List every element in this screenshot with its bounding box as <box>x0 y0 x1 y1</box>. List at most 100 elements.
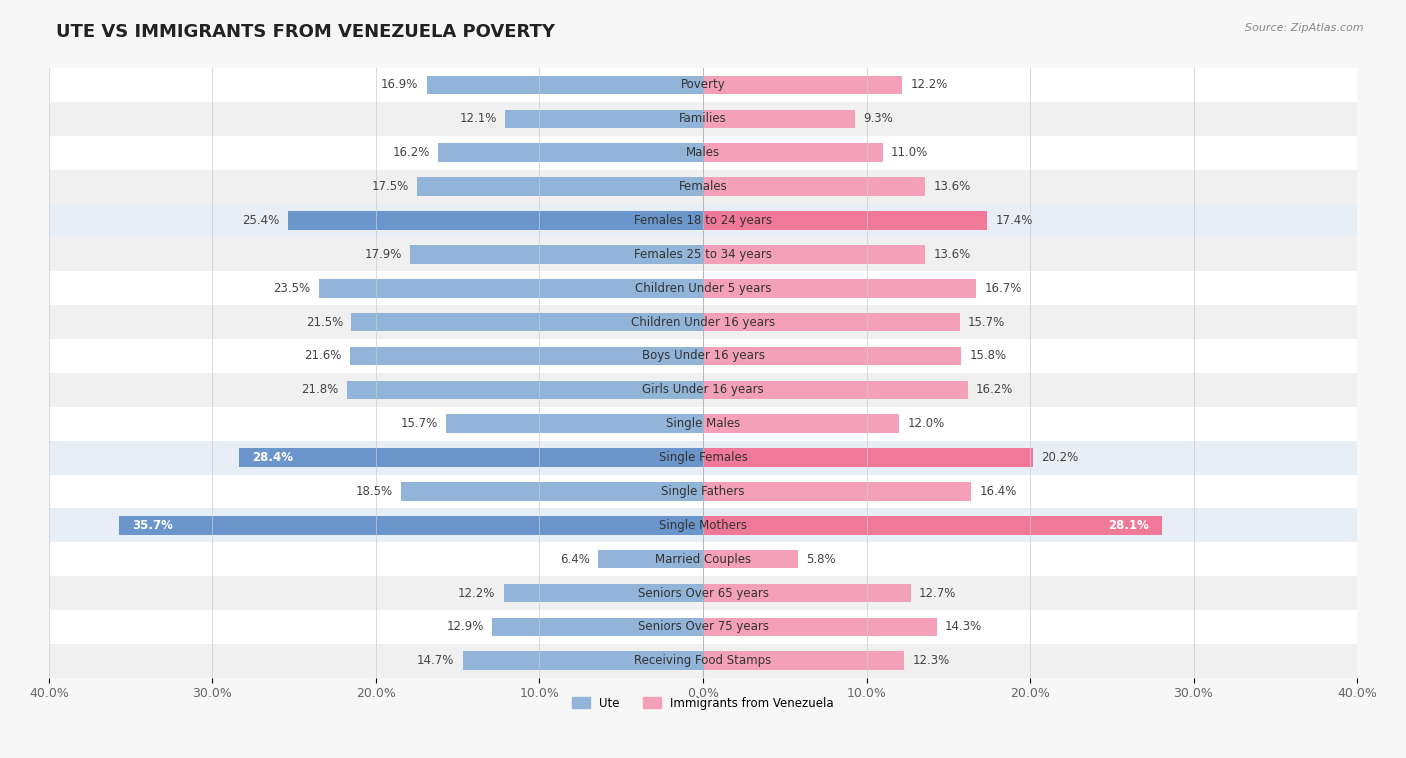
Text: 12.1%: 12.1% <box>460 112 496 125</box>
Text: 12.9%: 12.9% <box>447 620 484 634</box>
Bar <box>49 102 1357 136</box>
Text: 13.6%: 13.6% <box>934 180 970 193</box>
Bar <box>49 509 1357 542</box>
Text: Single Fathers: Single Fathers <box>661 485 745 498</box>
Bar <box>503 584 703 603</box>
Bar <box>416 177 703 196</box>
Bar <box>49 68 1357 102</box>
Text: 21.6%: 21.6% <box>304 349 342 362</box>
Text: 12.2%: 12.2% <box>911 79 948 92</box>
Bar <box>703 618 936 636</box>
Bar <box>703 76 903 94</box>
Bar <box>319 279 703 298</box>
Bar <box>288 211 703 230</box>
Bar <box>505 110 703 128</box>
Bar <box>463 651 703 670</box>
Text: Married Couples: Married Couples <box>655 553 751 565</box>
Text: Girls Under 16 years: Girls Under 16 years <box>643 384 763 396</box>
Bar <box>49 204 1357 237</box>
Text: 13.6%: 13.6% <box>934 248 970 261</box>
Bar <box>49 542 1357 576</box>
Bar <box>401 482 703 501</box>
Text: 21.8%: 21.8% <box>301 384 339 396</box>
Bar <box>446 415 703 433</box>
Bar <box>49 339 1357 373</box>
Bar <box>703 448 1033 467</box>
Text: 28.4%: 28.4% <box>252 451 292 464</box>
Bar <box>49 170 1357 204</box>
Text: 17.4%: 17.4% <box>995 214 1033 227</box>
Bar <box>49 271 1357 305</box>
Text: Females 18 to 24 years: Females 18 to 24 years <box>634 214 772 227</box>
Bar <box>49 407 1357 440</box>
Bar <box>703 110 855 128</box>
Text: 18.5%: 18.5% <box>356 485 392 498</box>
Text: 16.2%: 16.2% <box>392 146 430 159</box>
Text: 12.0%: 12.0% <box>907 417 945 431</box>
Text: Families: Families <box>679 112 727 125</box>
Bar <box>703 516 1163 534</box>
Bar <box>703 381 967 399</box>
Text: Single Mothers: Single Mothers <box>659 518 747 532</box>
Bar <box>49 576 1357 610</box>
Text: 16.9%: 16.9% <box>381 79 419 92</box>
Text: 16.2%: 16.2% <box>976 384 1014 396</box>
Bar <box>703 651 904 670</box>
Bar <box>239 448 703 467</box>
Text: UTE VS IMMIGRANTS FROM VENEZUELA POVERTY: UTE VS IMMIGRANTS FROM VENEZUELA POVERTY <box>56 23 555 41</box>
Text: 35.7%: 35.7% <box>132 518 173 532</box>
Text: Children Under 16 years: Children Under 16 years <box>631 315 775 328</box>
Bar <box>439 143 703 162</box>
Text: Females: Females <box>679 180 727 193</box>
Bar <box>49 440 1357 475</box>
Text: Receiving Food Stamps: Receiving Food Stamps <box>634 654 772 667</box>
Text: 14.7%: 14.7% <box>418 654 454 667</box>
Bar <box>49 610 1357 644</box>
Bar <box>703 550 797 568</box>
Bar <box>703 415 900 433</box>
Text: 20.2%: 20.2% <box>1042 451 1078 464</box>
Bar <box>352 313 703 331</box>
Text: Females 25 to 34 years: Females 25 to 34 years <box>634 248 772 261</box>
Text: 17.9%: 17.9% <box>364 248 402 261</box>
Text: Single Males: Single Males <box>666 417 740 431</box>
Text: 15.7%: 15.7% <box>967 315 1005 328</box>
Bar <box>49 644 1357 678</box>
Legend: Ute, Immigrants from Venezuela: Ute, Immigrants from Venezuela <box>567 692 839 715</box>
Text: 6.4%: 6.4% <box>561 553 591 565</box>
Text: 15.7%: 15.7% <box>401 417 439 431</box>
Text: 12.7%: 12.7% <box>918 587 956 600</box>
Text: 16.7%: 16.7% <box>984 282 1022 295</box>
Bar <box>703 177 925 196</box>
Text: 9.3%: 9.3% <box>863 112 893 125</box>
Text: Seniors Over 75 years: Seniors Over 75 years <box>637 620 769 634</box>
Text: 5.8%: 5.8% <box>806 553 835 565</box>
Text: 21.5%: 21.5% <box>307 315 343 328</box>
Bar <box>49 305 1357 339</box>
Text: 17.5%: 17.5% <box>371 180 409 193</box>
Text: 16.4%: 16.4% <box>980 485 1017 498</box>
Bar <box>703 584 911 603</box>
Text: Poverty: Poverty <box>681 79 725 92</box>
Bar <box>703 245 925 264</box>
Bar <box>350 346 703 365</box>
Text: 15.8%: 15.8% <box>970 349 1007 362</box>
Text: 12.2%: 12.2% <box>458 587 495 600</box>
Text: 11.0%: 11.0% <box>891 146 928 159</box>
Bar <box>49 475 1357 509</box>
Bar <box>703 211 987 230</box>
Bar <box>599 550 703 568</box>
Text: Seniors Over 65 years: Seniors Over 65 years <box>637 587 769 600</box>
Text: Source: ZipAtlas.com: Source: ZipAtlas.com <box>1246 23 1364 33</box>
Bar <box>49 373 1357 407</box>
Text: Single Females: Single Females <box>658 451 748 464</box>
Bar <box>703 279 976 298</box>
Bar <box>492 618 703 636</box>
Bar <box>49 237 1357 271</box>
Text: 25.4%: 25.4% <box>242 214 280 227</box>
Text: Children Under 5 years: Children Under 5 years <box>634 282 772 295</box>
Bar <box>703 346 962 365</box>
Text: 23.5%: 23.5% <box>274 282 311 295</box>
Bar <box>120 516 703 534</box>
Bar <box>411 245 703 264</box>
